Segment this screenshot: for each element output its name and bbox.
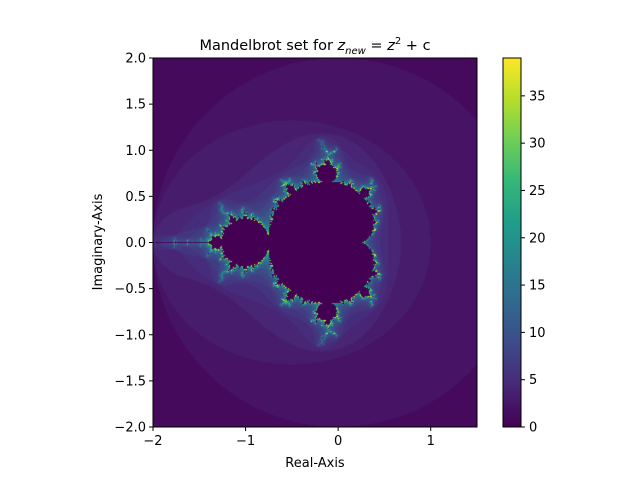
y-axis-label: Imaginary-Axis (91, 193, 106, 290)
y-tick-label: 1.5 (125, 98, 146, 113)
y-tick-label: −2.0 (114, 421, 146, 436)
x-tick-label: −2 (143, 434, 162, 449)
colorbar-tick-label: 15 (529, 279, 546, 294)
colorbar-tick-label: 25 (529, 184, 546, 199)
y-axis-ticks: −2.0 −1.5 −1.0 −0.5 0.0 0.5 1.0 1.5 2.0 (114, 52, 153, 436)
x-tick-label: −1 (236, 434, 255, 449)
colorbar-tick-label: 35 (529, 89, 546, 104)
y-tick-label: −0.5 (114, 282, 146, 297)
colorbar-tick-label: 30 (529, 137, 546, 152)
y-tick-label: 0.0 (125, 236, 146, 251)
colorbar-tick-label: 10 (529, 326, 546, 341)
colorbar-ticks: 0 5 10 15 20 25 30 35 (521, 89, 546, 436)
colorbar-tick-label: 0 (529, 421, 537, 436)
y-tick-label: 2.0 (125, 52, 146, 67)
mandelbrot-heatmap (153, 58, 477, 427)
x-tick-label: 1 (427, 434, 435, 449)
plot-frame (152, 57, 478, 428)
colorbar-gradient (503, 58, 521, 427)
colorbar-frame (502, 57, 522, 428)
y-tick-label: 0.5 (125, 190, 146, 205)
colorbar-tick-label: 20 (529, 231, 546, 246)
x-axis-ticks: −2 −1 0 1 (143, 427, 435, 449)
x-axis-label: Real-Axis (285, 456, 345, 471)
x-tick-label: 0 (334, 434, 342, 449)
colorbar-tick-label: 5 (529, 373, 537, 388)
y-tick-label: 1.0 (125, 144, 146, 159)
y-tick-label: −1.0 (114, 328, 146, 343)
chart-title: Mandelbrot set for znew = z2 + c (199, 36, 430, 57)
y-tick-label: −1.5 (114, 374, 146, 389)
